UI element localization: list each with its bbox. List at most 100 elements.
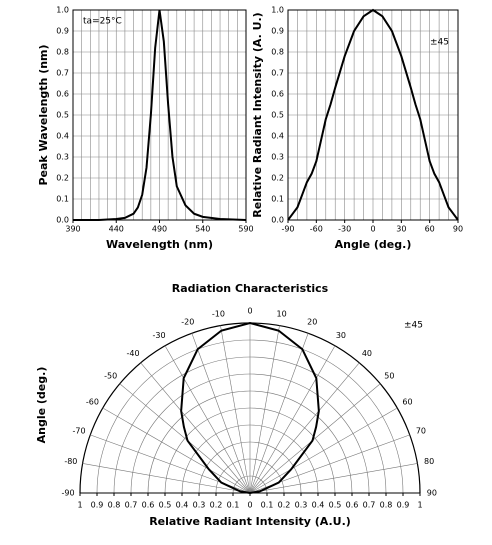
y-axis-label: Angle (deg.): [35, 367, 48, 444]
theta-tick-label: 20: [307, 318, 317, 327]
theta-tick-label: 80: [424, 457, 434, 466]
r-tick-label: 0.1: [261, 501, 274, 510]
r-tick-label: 0.6: [346, 501, 359, 510]
grid-spoke: [249, 362, 360, 494]
theta-tick-label: 60: [402, 398, 412, 407]
r-tick-label: 0.8: [380, 501, 393, 510]
x-axis-label: Angle (deg.): [335, 238, 412, 251]
annotation: ta=25°C: [83, 17, 122, 27]
annotation: ±45: [430, 38, 449, 48]
r-tick-label: 0.3: [193, 501, 206, 510]
x-tick-label: 30: [396, 225, 406, 234]
grid-spoke: [119, 383, 251, 494]
r-tick-label: 0.5: [159, 501, 172, 510]
x-tick-label: 540: [195, 225, 210, 234]
y-tick-label: 0.3: [271, 153, 284, 162]
y-tick-label: 0.0: [56, 216, 69, 225]
curve: [287, 8, 459, 221]
y-axis-label: Relative Radiant Intensity (A. U.): [251, 12, 264, 217]
y-tick-label: 0.1: [56, 195, 69, 204]
theta-tick-label: 70: [416, 426, 426, 435]
x-tick-label: 60: [425, 225, 435, 234]
x-axis-label: Wavelength (nm): [106, 238, 213, 251]
theta-tick-label: -80: [64, 457, 77, 466]
y-tick-label: 0.1: [271, 195, 284, 204]
y-tick-label: 0.9: [271, 27, 284, 36]
grid-spoke: [249, 345, 336, 494]
theta-tick-label: 40: [362, 349, 372, 358]
r-tick-label: 1: [77, 501, 82, 510]
y-tick-label: 0.8: [56, 48, 69, 57]
y-tick-label: 0.7: [271, 69, 284, 78]
r-tick-label: 0.5: [329, 501, 342, 510]
theta-tick-label: -60: [86, 398, 99, 407]
grid-spoke: [249, 325, 280, 494]
r-tick-label: 1: [417, 501, 422, 510]
x-tick-label: 490: [152, 225, 167, 234]
theta-tick-label: -30: [153, 331, 166, 340]
r-tick-label: 0.2: [278, 501, 291, 510]
r-tick-label: 0.8: [108, 501, 121, 510]
x-tick-label: 90: [453, 225, 463, 234]
grid-spoke: [82, 463, 251, 494]
y-tick-label: 0.0: [271, 216, 284, 225]
x-tick-label: -90: [281, 225, 294, 234]
theta-tick-label: -40: [127, 349, 140, 358]
grid-spoke: [220, 325, 251, 494]
y-tick-label: 0.4: [56, 132, 69, 141]
theta-tick-label: -70: [73, 426, 86, 435]
x-tick-label: 440: [109, 225, 124, 234]
y-tick-label: 0.3: [56, 153, 69, 162]
y-tick-label: 0.4: [271, 132, 284, 141]
curve: [73, 9, 247, 221]
y-tick-label: 0.8: [271, 48, 284, 57]
x-axis-label: Relative Radiant Intensity (A.U.): [149, 515, 351, 528]
x-tick-label: 590: [238, 225, 253, 234]
r-tick-label: 0.1: [227, 501, 240, 510]
y-tick-label: 0.5: [271, 111, 284, 120]
r-tick-label: 0.4: [312, 501, 325, 510]
grid-spoke: [140, 362, 251, 494]
r-tick-label: 0.9: [397, 501, 410, 510]
x-tick-label: -30: [338, 225, 351, 234]
r-tick-label: 0.7: [125, 501, 138, 510]
grid-spoke: [164, 345, 251, 494]
r-tick-label: 0.9: [91, 501, 104, 510]
y-axis-label: Peak Wavelength (nm): [37, 44, 50, 185]
y-tick-label: 0.7: [56, 69, 69, 78]
r-tick-label: 0.2: [210, 501, 223, 510]
theta-tick-label: 10: [276, 309, 286, 318]
theta-tick-label: 0: [247, 307, 252, 316]
r-tick-label: 0.4: [176, 501, 189, 510]
x-tick-label: -60: [310, 225, 323, 234]
grid-spoke: [249, 383, 381, 494]
r-tick-label: 0.7: [363, 501, 376, 510]
grid-spoke: [249, 463, 418, 494]
theta-tick-label: 50: [384, 372, 394, 381]
annotation: ±45: [404, 321, 423, 331]
r-tick-label: 0.6: [142, 501, 155, 510]
radiation-curve: [180, 321, 320, 494]
y-tick-label: 1.0: [271, 6, 284, 15]
theta-tick-label: 90: [427, 489, 437, 498]
grid-spoke: [191, 333, 251, 494]
r-tick-label: 0: [247, 501, 252, 510]
chart-title: Radiation Characteristics: [172, 282, 329, 295]
theta-tick-label: -90: [62, 489, 75, 498]
grid-spoke: [249, 333, 309, 494]
y-tick-label: 0.5: [56, 111, 69, 120]
r-tick-label: 0.3: [295, 501, 308, 510]
y-tick-label: 0.2: [56, 174, 69, 183]
y-tick-label: 1.0: [56, 6, 69, 15]
theta-tick-label: -50: [104, 372, 117, 381]
y-tick-label: 0.6: [56, 90, 69, 99]
theta-tick-label: 30: [336, 331, 346, 340]
theta-tick-label: -20: [181, 318, 194, 327]
x-tick-label: 0: [370, 225, 375, 234]
x-tick-label: 390: [65, 225, 80, 234]
y-tick-label: 0.6: [271, 90, 284, 99]
y-tick-label: 0.9: [56, 27, 69, 36]
y-tick-label: 0.2: [271, 174, 284, 183]
grid-spoke: [102, 407, 251, 494]
